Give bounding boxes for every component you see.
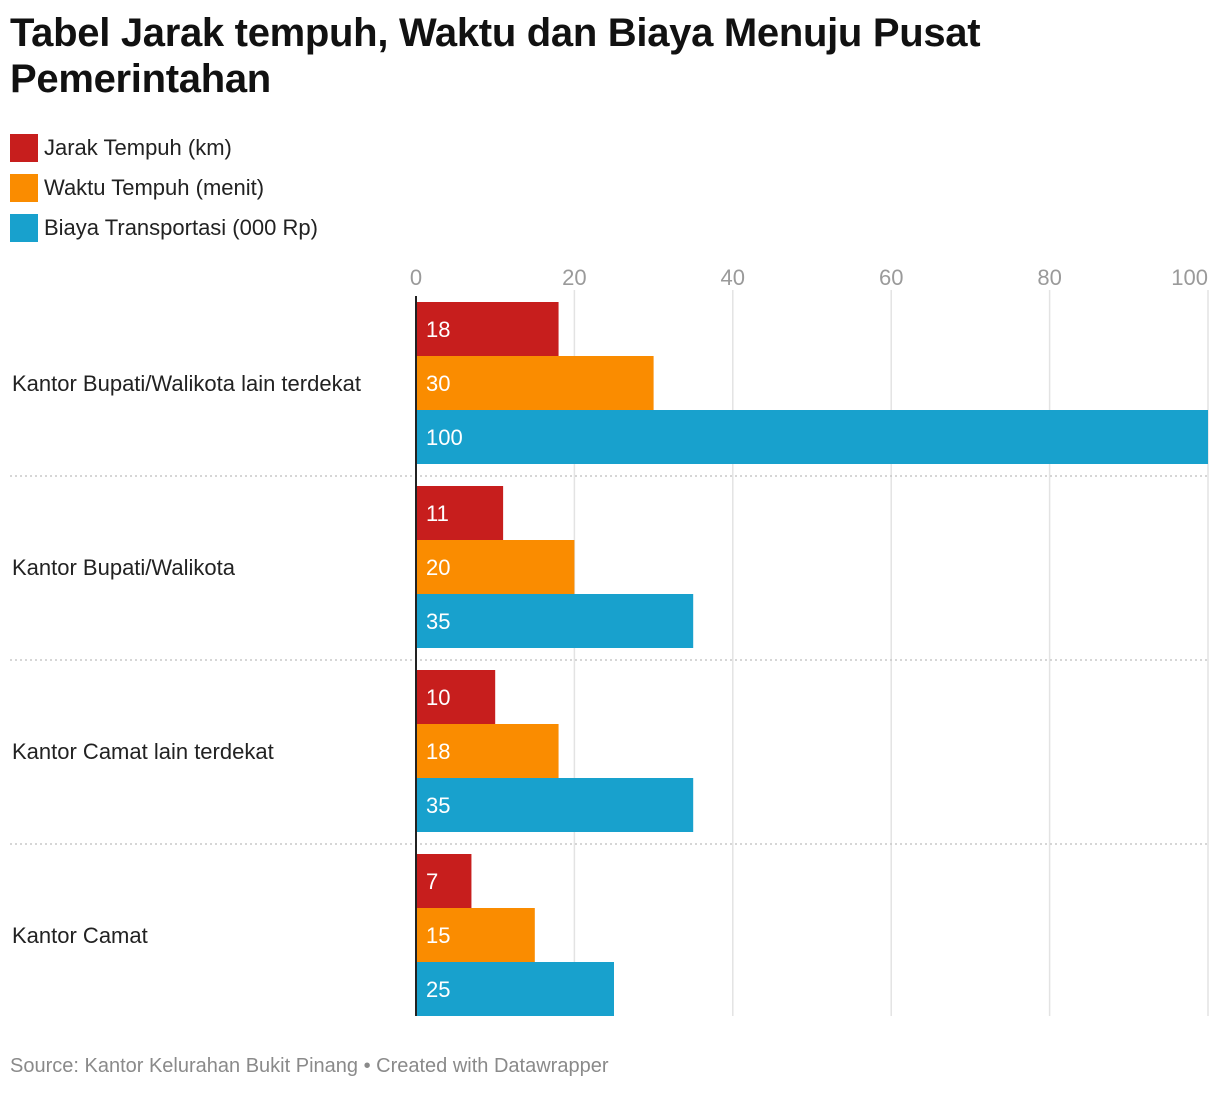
bar [416, 670, 496, 724]
legend-label-biaya: Biaya Transportasi (000 Rp) [44, 215, 318, 240]
tick-label-20: 20 [562, 265, 586, 290]
bar-value-label: 7 [426, 869, 438, 894]
bar [416, 854, 472, 908]
legend-swatch-waktu [10, 174, 38, 202]
footer-source: Source: Kantor Kelurahan Bukit Pinang [10, 1055, 358, 1077]
legend-item-jarak: Jarak Tempuh (km) [10, 128, 318, 168]
bar [416, 724, 559, 778]
bar-value-label: 35 [426, 609, 450, 634]
chart-title: Tabel Jarak tempuh, Waktu dan Biaya Menu… [10, 11, 981, 101]
legend-label-jarak: Jarak Tempuh (km) [44, 135, 232, 160]
legend-swatch-biaya [10, 214, 38, 242]
bar-value-label: 15 [426, 923, 450, 948]
bar [416, 908, 535, 962]
tick-label-0: 0 [410, 265, 422, 290]
bar-value-label: 20 [426, 555, 450, 580]
bar-value-label: 18 [426, 739, 450, 764]
bar [416, 540, 575, 594]
bar [416, 356, 654, 410]
bar [416, 594, 694, 648]
legend: Jarak Tempuh (km) Waktu Tempuh (menit) B… [10, 128, 318, 248]
bar [416, 486, 504, 540]
legend-item-biaya: Biaya Transportasi (000 Rp) [10, 208, 318, 248]
tick-label-80: 80 [1037, 265, 1061, 290]
category-label: Kantor Bupati/Walikota lain terdekat [12, 371, 361, 396]
footer-credit: Created with Datawrapper [376, 1055, 609, 1077]
footer-separator: • [363, 1055, 371, 1077]
footer: Source: Kantor Kelurahan Bukit Pinang • … [10, 1055, 608, 1078]
category-label: Kantor Camat lain terdekat [12, 739, 274, 764]
category-label: Kantor Camat [12, 923, 148, 948]
tick-label-40: 40 [721, 265, 745, 290]
bar [416, 962, 614, 1016]
bar-value-label: 11 [426, 501, 449, 526]
category-label: Kantor Bupati/Walikota [12, 555, 236, 580]
bar-value-label: 100 [426, 425, 463, 450]
legend-item-waktu: Waktu Tempuh (menit) [10, 168, 318, 208]
tick-label-60: 60 [879, 265, 903, 290]
bar [416, 410, 1208, 464]
bar-value-label: 25 [426, 977, 450, 1002]
bar-value-label: 10 [426, 685, 450, 710]
bar [416, 778, 694, 832]
legend-label-waktu: Waktu Tempuh (menit) [44, 175, 265, 200]
bar-value-label: 35 [426, 793, 450, 818]
tick-label-100: 100 [1171, 265, 1208, 290]
bar-chart: 0 20 40 60 80 100 Kantor Bupati/Walikota lain … [10, 265, 1209, 1016]
bar [416, 302, 559, 356]
bar-value-label: 30 [426, 371, 450, 396]
bar-value-label: 18 [426, 317, 450, 342]
legend-swatch-jarak [10, 134, 38, 162]
